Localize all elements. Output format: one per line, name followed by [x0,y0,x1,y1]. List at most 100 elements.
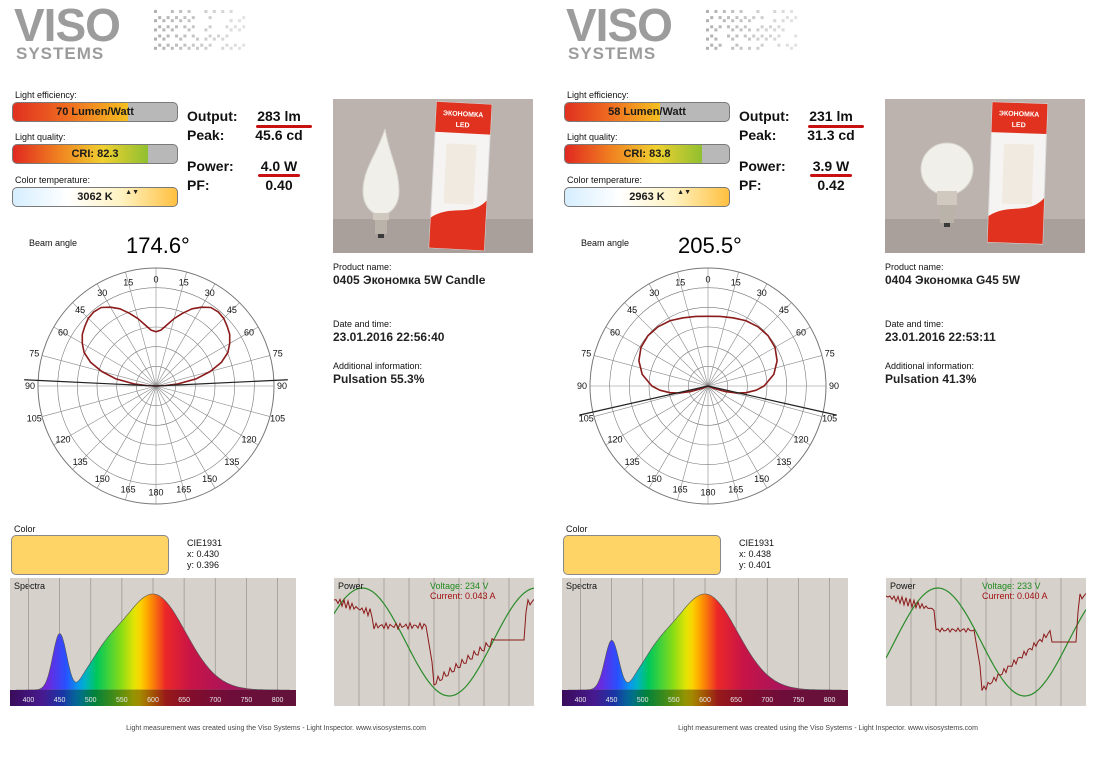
output-value: 231 lm [796,108,866,124]
quality-value: CRI: 82.3 [13,148,177,160]
spectra-chart: 400 450 500 550 600 650 700 750 800 [562,578,848,706]
cie-x: x: 0.438 [739,549,774,560]
spectra-tick-label: 500 [637,697,649,704]
cct-value: 2963 K [565,191,729,203]
color-label: Color [14,524,36,534]
polar-tick-label: 135 [224,457,239,467]
polar-tick-label: 135 [73,457,88,467]
product-photo: ЭКОНОМКА LED [885,99,1085,253]
polar-tick-label: 15 [179,277,189,287]
polar-tick-label: 135 [625,457,640,467]
peak-value: 31.3 cd [796,127,866,143]
polar-tick-label: 75 [581,348,591,358]
polar-tick-label: 0 [705,275,710,285]
spectra-curve [16,594,290,690]
polar-tick-label: 60 [610,327,620,337]
peak-label: Peak: [739,127,776,143]
polar-tick-label: 180 [700,487,715,497]
spectra-panel: Spectra 400 450 500 550 600 650 700 750 800 [10,578,296,706]
polar-tick-label: 180 [148,487,163,497]
logo-sub-text: SYSTEMS [568,44,656,64]
output-value: 283 lm [244,108,314,124]
polar-tick-label: 75 [29,348,39,358]
product-name-label: Product name: [333,262,392,272]
current-readout: Current: 0.043 A [430,591,496,601]
cie-readout: CIE1931 x: 0.430 y: 0.396 [187,538,222,571]
quality-gauge: CRI: 83.8 [564,144,730,164]
power-panel-title: Power [890,581,916,591]
color-swatch [563,535,721,575]
polar-tick-label: 105 [27,414,42,424]
polar-tick-label: 120 [607,435,622,445]
polar-tick-label: 30 [205,288,215,298]
polar-tick-label: 45 [627,305,637,315]
power-panel: Power Voltage: 233 V Current: 0.040 A [886,578,1086,706]
cct-gauge: 3062 K ▲▼ [12,187,178,207]
beam-angle-line [579,386,708,415]
cct-arrows-icon: ▲▼ [677,189,691,197]
polar-tick-label: 30 [757,288,767,298]
beam-angle-value: 205.5° [678,233,742,259]
cie-x: x: 0.430 [187,549,222,560]
voltage-readout: Voltage: 234 V [430,581,489,591]
spectra-tick-label: 450 [606,697,618,704]
output-label: Output: [739,108,790,124]
report-g45: VISO SYSTEMS Light efficiency: 58 Lumen/… [552,0,1104,780]
efficiency-gauge: 70 Lumen/Watt [12,102,178,122]
polar-tick-label: 60 [58,327,68,337]
polar-tick-label: 165 [121,485,136,495]
additional-info-label: Additional information: [885,361,974,371]
power-label: Power: [739,158,786,174]
pf-value: 0.42 [796,177,866,193]
polar-tick-label: 150 [202,474,217,484]
box-led-text: LED [1012,122,1026,129]
box-brand-text: ЭКОНОМКА [999,110,1040,118]
polar-tick-label: 90 [277,381,287,391]
polar-tick-label: 150 [95,474,110,484]
cie-label: CIE1931 [739,538,774,549]
power-panel-title: Power [338,581,364,591]
product-name-label: Product name: [885,262,944,272]
viso-systems-logo: VISO SYSTEMS [566,6,806,62]
beam-angle-label: Beam angle [29,238,77,248]
efficiency-label: Light efficiency: [15,90,77,100]
polar-tick-label: 60 [796,327,806,337]
cie-readout: CIE1931 x: 0.438 y: 0.401 [739,538,774,571]
polar-tick-label: 165 [673,485,688,495]
cct-arrows-icon: ▲▼ [125,189,139,197]
polar-tick-label: 135 [776,457,791,467]
polar-tick-label: 90 [829,381,839,391]
cct-value: 3062 K [13,191,177,203]
spectra-tick-label: 400 [23,697,35,704]
polar-tick-label: 30 [97,288,107,298]
color-label: Color [566,524,588,534]
datetime-label: Date and time: [885,319,944,329]
quality-label: Light quality: [15,132,66,142]
logo-dots-icon [662,10,802,62]
polar-tick-label: 75 [825,348,835,358]
cct-label: Color temperature: [567,175,642,185]
product-name: 0405 Экономка 5W Candle [333,273,485,287]
logo-dots-icon [110,10,250,62]
polar-tick-label: 105 [270,414,285,424]
spectra-tick-label: 600 [147,697,159,704]
polar-tick-label: 45 [779,305,789,315]
efficiency-value: 70 Lumen/Watt [13,106,177,118]
spectra-tick-label: 700 [761,697,773,704]
cct-label: Color temperature: [15,175,90,185]
beam-angle-value: 174.6° [126,233,190,259]
cie-y: y: 0.396 [187,560,222,571]
spectra-tick-label: 700 [209,697,221,704]
logo-main-text: VISO [14,2,120,48]
polar-tick-label: 75 [273,348,283,358]
quality-value: CRI: 83.8 [565,148,729,160]
polar-tick-label: 90 [577,381,587,391]
datetime-value: 23.01.2016 22:56:40 [333,330,444,344]
power-panel: Power Voltage: 234 V Current: 0.043 A [334,578,534,706]
spectra-tick-label: 800 [272,697,284,704]
power-value: 4.0 W [244,158,314,174]
report-candle: VISO SYSTEMS Light efficiency: 70 Lumen/… [0,0,552,780]
polar-tick-label: 90 [25,381,35,391]
spectra-tick-label: 550 [668,697,680,704]
polar-tick-label: 165 [176,485,191,495]
